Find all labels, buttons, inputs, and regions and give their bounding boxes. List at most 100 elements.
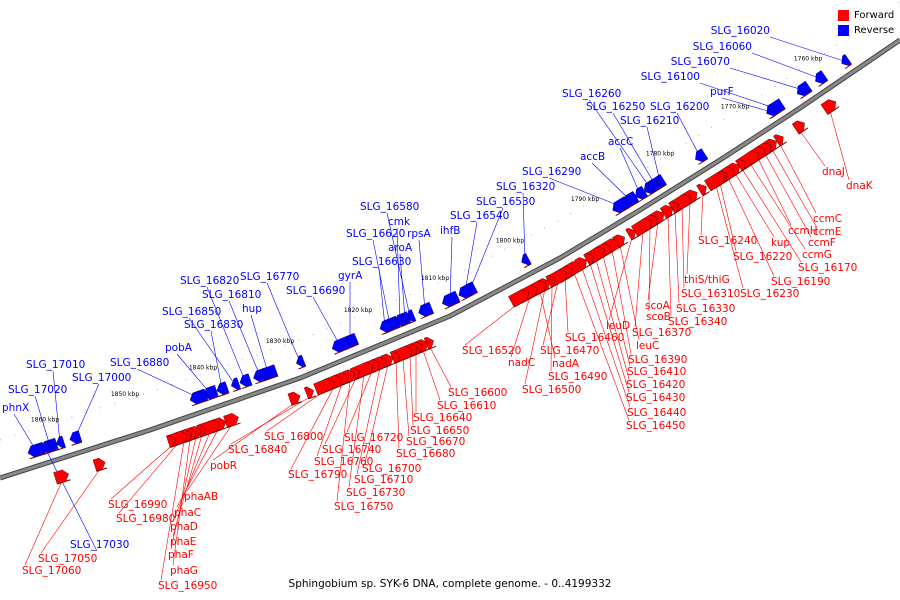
reverse-gene-leader	[522, 192, 526, 261]
forward-gene-arrow[interactable]	[820, 97, 840, 115]
reverse-gene-arrow[interactable]	[440, 290, 461, 310]
reverse-gene-arrow[interactable]	[632, 185, 649, 203]
forward-gene-leader	[346, 371, 373, 433]
scale-tick-label: 1810 kbp	[421, 275, 449, 282]
reverse-gene-label: SLG_16290	[522, 166, 581, 178]
forward-gene-label: SLG_16950	[158, 580, 217, 592]
forward-gene-arrow[interactable]	[668, 199, 682, 214]
forward-gene-arrow[interactable]	[696, 181, 710, 197]
scale-tick-label: 1840 kbp	[189, 365, 217, 372]
forward-gene-leader	[40, 468, 101, 554]
forward-gene-arrow[interactable]	[791, 118, 809, 135]
forward-gene-arrow[interactable]	[659, 202, 677, 219]
forward-gene-arrow[interactable]	[389, 349, 403, 364]
forward-gene-label: phaE	[170, 536, 196, 548]
forward-gene-label: scoA	[645, 300, 671, 312]
reverse-gene-leader	[619, 147, 641, 195]
forward-gene-arrow[interactable]	[303, 385, 317, 400]
forward-gene-arrow[interactable]	[735, 156, 749, 172]
forward-gene-arrow[interactable]	[166, 433, 178, 448]
reverse-gene-arrow[interactable]	[188, 388, 209, 407]
forward-gene-leader	[324, 377, 357, 445]
forward-gene-leader	[186, 424, 233, 492]
reverse-gene-arrow[interactable]	[794, 80, 813, 100]
reverse-gene-arrow[interactable]	[54, 435, 66, 451]
scale-tick-label: 1820 kbp	[344, 307, 372, 314]
forward-gene-leader	[542, 281, 559, 346]
forward-gene-label: SLG_16190	[771, 276, 830, 288]
reverse-gene-leader	[646, 126, 661, 182]
reverse-gene-label: accB	[580, 151, 605, 163]
reverse-gene-arrow[interactable]	[399, 311, 412, 327]
forward-gene-arrow[interactable]	[625, 226, 639, 241]
reverse-gene-leader	[312, 296, 341, 346]
reverse-gene-arrow[interactable]	[610, 196, 631, 216]
legend-item-reverse: Reverse	[838, 23, 894, 38]
reverse-gene-arrow[interactable]	[330, 336, 351, 355]
reverse-gene-arrow[interactable]	[215, 381, 230, 397]
forward-gene-arrow[interactable]	[53, 468, 71, 485]
reverse-gene-leader	[588, 99, 651, 188]
reverse-gene-arrow[interactable]	[378, 319, 393, 335]
reverse-gene-leader	[372, 239, 391, 325]
forward-gene-label: ccmE	[813, 226, 841, 238]
forward-gene-leader	[539, 291, 556, 359]
reverse-gene-arrow[interactable]	[68, 430, 83, 446]
forward-gene-arrow[interactable]	[313, 376, 337, 396]
reverse-gene-leader	[34, 395, 51, 447]
forward-gene-leader	[364, 364, 389, 464]
forward-swatch	[838, 10, 849, 21]
reverse-gene-leader	[612, 112, 656, 185]
reverse-gene-leader	[548, 177, 621, 207]
forward-gene-arrow[interactable]	[583, 251, 597, 266]
reverse-gene-arrow[interactable]	[258, 364, 279, 383]
reverse-gene-arrow[interactable]	[39, 440, 51, 456]
genome-caption: Sphingobium sp. SYK-6 DNA, complete geno…	[288, 578, 612, 590]
reverse-gene-arrow[interactable]	[653, 174, 667, 190]
reverse-gene-leader	[188, 317, 236, 385]
reverse-gene-arrow[interactable]	[763, 104, 777, 120]
forward-gene-leader	[602, 255, 631, 367]
forward-gene-label: ccmG	[802, 249, 832, 261]
forward-gene-arrow[interactable]	[223, 412, 241, 429]
forward-gene-arrow[interactable]	[773, 132, 787, 147]
forward-gene-arrow[interactable]	[704, 170, 728, 192]
reverse-gene-leader	[449, 236, 453, 301]
reverse-gene-arrow[interactable]	[238, 373, 253, 390]
scale-tick-label: 1860 kbp	[31, 417, 59, 424]
forward-gene-leader	[779, 143, 817, 214]
reverse-gene-arrow[interactable]	[692, 148, 709, 165]
forward-gene-leader	[176, 429, 219, 508]
reverse-gene-arrow[interactable]	[838, 53, 852, 70]
forward-gene-leader	[110, 445, 173, 500]
reverse-gene-label: SLG_16530	[476, 196, 535, 208]
forward-gene-leader	[160, 441, 185, 581]
forward-gene-label: SLG_16680	[396, 448, 455, 460]
reverse-gene-label: SLG_16260	[562, 88, 621, 100]
forward-gene-leader	[429, 347, 452, 388]
forward-gene-label: SLG_16650	[410, 425, 469, 437]
reverse-gene-leader	[266, 282, 301, 363]
forward-gene-leader	[573, 272, 630, 421]
reverse-gene-arrow[interactable]	[416, 301, 434, 320]
forward-gene-arrow[interactable]	[287, 390, 303, 406]
reverse-gene-arrow[interactable]	[294, 354, 307, 370]
forward-gene-arrow[interactable]	[631, 216, 655, 237]
reverse-gene-arrow[interactable]	[229, 377, 241, 392]
reverse-gene-arrow[interactable]	[812, 70, 829, 87]
reverse-gene-label: aroA	[388, 242, 413, 254]
reverse-gene-arrow[interactable]	[456, 283, 475, 302]
forward-gene-leader	[611, 249, 632, 355]
forward-gene-leader	[409, 355, 414, 426]
forward-gene-arrow[interactable]	[508, 287, 532, 308]
forward-gene-leader	[118, 443, 179, 514]
reverse-gene-arrow[interactable]	[519, 253, 532, 269]
forward-gene-label: SLG_16420	[626, 379, 685, 391]
forward-gene-leader	[667, 215, 672, 317]
forward-gene-label: SLG_16720	[344, 432, 403, 444]
reverse-track-guide	[0, 1, 900, 441]
forward-gene-arrow[interactable]	[92, 457, 108, 472]
forward-gene-leader	[749, 163, 806, 250]
forward-gene-label: SLG_16470	[540, 345, 599, 357]
forward-gene-label: SLG_16790	[288, 469, 347, 481]
